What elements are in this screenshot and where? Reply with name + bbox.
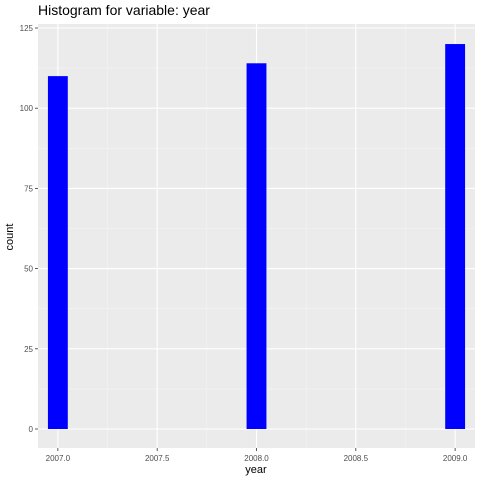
x-tick-label: 2007.5	[145, 454, 170, 463]
histogram-bar	[247, 63, 267, 429]
y-tick-label: 25	[24, 345, 33, 354]
y-axis-ticks: 0 25 50 75 100 125	[20, 24, 38, 434]
y-tick-label: 125	[20, 24, 34, 33]
x-axis-ticks: 2007.0 2007.5 2008.0 2008.5 2009.0	[46, 448, 468, 463]
y-tick-label: 100	[20, 104, 34, 113]
x-tick-label: 2007.0	[46, 454, 71, 463]
x-tick-label: 2008.5	[344, 454, 369, 463]
y-tick-label: 0	[29, 425, 34, 434]
y-tick-label: 50	[24, 265, 33, 274]
histogram-bar	[48, 76, 68, 429]
chart-title: Histogram for variable: year	[38, 2, 210, 18]
x-axis-label: year	[245, 464, 267, 476]
y-axis-label: count	[4, 224, 16, 251]
x-tick-label: 2008.0	[244, 454, 269, 463]
histogram-bar	[445, 44, 465, 429]
y-tick-label: 75	[24, 184, 33, 193]
x-tick-label: 2009.0	[443, 454, 468, 463]
